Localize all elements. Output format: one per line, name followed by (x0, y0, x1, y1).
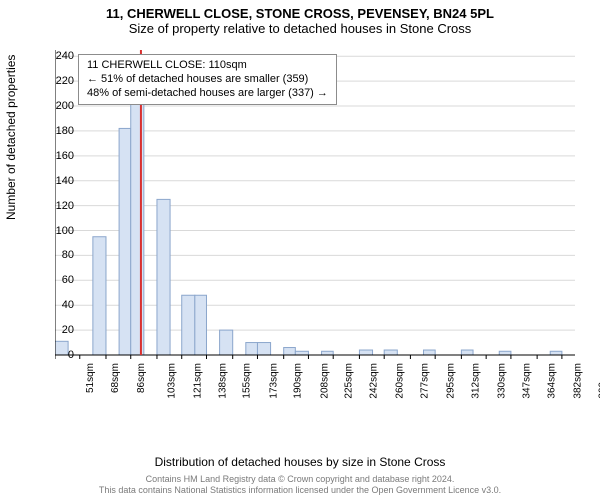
x-tick-label: 68sqm (110, 363, 121, 393)
callout-line-3: 48% of semi-detached houses are larger (… (87, 87, 328, 101)
x-tick-label: 208sqm (319, 363, 330, 399)
y-tick-label: 80 (44, 249, 74, 261)
y-tick-label: 200 (44, 100, 74, 112)
footer: Contains HM Land Registry data © Crown c… (0, 474, 600, 497)
y-tick-label: 240 (44, 50, 74, 62)
callout-line-1: 11 CHERWELL CLOSE: 110sqm (87, 59, 328, 73)
x-tick-label: 277sqm (420, 363, 431, 399)
x-tick-label: 382sqm (573, 363, 584, 399)
x-tick-label: 312sqm (471, 363, 482, 399)
x-tick-label: 260sqm (395, 363, 406, 399)
x-tick-label: 51sqm (85, 363, 96, 393)
main-title: 11, CHERWELL CLOSE, STONE CROSS, PEVENSE… (0, 6, 600, 21)
x-tick-label: 173sqm (268, 363, 279, 399)
x-tick-label: 190sqm (293, 363, 304, 399)
y-tick-label: 40 (44, 299, 74, 311)
callout-line-2: ← 51% of detached houses are smaller (35… (87, 73, 328, 87)
footer-line-1: Contains HM Land Registry data © Crown c… (0, 474, 600, 485)
x-axis-label: Distribution of detached houses by size … (0, 455, 600, 469)
y-tick-label: 220 (44, 75, 74, 87)
title-block: 11, CHERWELL CLOSE, STONE CROSS, PEVENSE… (0, 0, 600, 36)
y-tick-label: 0 (44, 349, 74, 361)
x-tick-label: 103sqm (166, 363, 177, 399)
x-tick-label: 155sqm (242, 363, 253, 399)
y-axis-label: Number of detached properties (4, 55, 18, 220)
annotation-callout: 11 CHERWELL CLOSE: 110sqm ← 51% of detac… (78, 54, 337, 105)
sub-title: Size of property relative to detached ho… (0, 21, 600, 36)
x-tick-label: 242sqm (369, 363, 380, 399)
x-tick-label: 347sqm (522, 363, 533, 399)
footer-line-2: This data contains National Statistics i… (0, 485, 600, 496)
y-tick-label: 180 (44, 125, 74, 137)
x-tick-label: 121sqm (193, 363, 204, 399)
y-tick-label: 60 (44, 274, 74, 286)
y-tick-label: 20 (44, 324, 74, 336)
x-tick-label: 364sqm (546, 363, 557, 399)
y-tick-label: 120 (44, 200, 74, 212)
x-tick-label: 225sqm (344, 363, 355, 399)
y-tick-label: 100 (44, 225, 74, 237)
x-tick-label: 330sqm (497, 363, 508, 399)
x-tick-label: 86sqm (136, 363, 147, 393)
y-tick-label: 140 (44, 175, 74, 187)
x-tick-label: 138sqm (217, 363, 228, 399)
y-tick-label: 160 (44, 150, 74, 162)
x-tick-label: 295sqm (446, 363, 457, 399)
